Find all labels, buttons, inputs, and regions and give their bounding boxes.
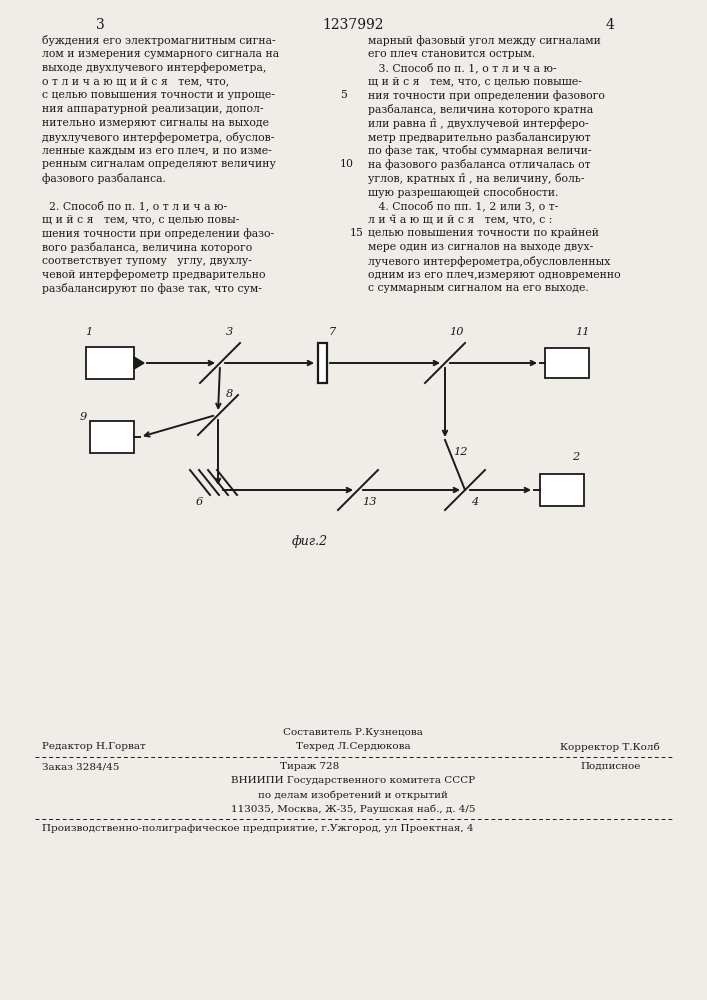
Text: 4. Способ по пп. 1, 2 или 3, о т-: 4. Способ по пп. 1, 2 или 3, о т- [368,201,559,211]
Bar [90,421,134,453]
Text: ВНИИПИ Государственного комитета СССР: ВНИИПИ Государственного комитета СССР [231,776,475,785]
Text: 12: 12 [453,447,467,457]
Text: 9: 9 [80,412,87,422]
Text: марный фазовый угол между сигналами: марный фазовый угол между сигналами [368,35,601,46]
Text: выходе двухлучевого интерферометра,: выходе двухлучевого интерферометра, [42,63,274,73]
Text: метр предварительно разбалансируют: метр предварительно разбалансируют [368,132,590,143]
Text: щ и й с я   тем, что, с целью повы-: щ и й с я тем, что, с целью повы- [42,214,240,224]
Text: ленные каждым из его плеч, и по изме-: ленные каждым из его плеч, и по изме- [42,145,271,155]
Text: шую разрешающей способности.: шую разрешающей способности. [368,187,559,198]
Text: вого разбаланса, величина которого: вого разбаланса, величина которого [42,242,252,253]
Text: щ и й с я   тем, что, с целью повыше-: щ и й с я тем, что, с целью повыше- [368,76,582,86]
Text: его плеч становится острым.: его плеч становится острым. [368,49,535,59]
Text: 10: 10 [340,159,354,169]
Text: 2: 2 [572,452,579,462]
Text: 10: 10 [449,327,464,337]
Text: 3: 3 [95,18,105,32]
Text: 11: 11 [575,327,590,337]
Text: Составитель Р.Кузнецова: Составитель Р.Кузнецова [283,728,423,737]
Text: 4: 4 [606,18,614,32]
Text: Тираж 728: Тираж 728 [280,762,339,771]
Text: разбалансируют по фазе так, что сум-: разбалансируют по фазе так, что сум- [42,283,262,294]
Text: ния точности при определении фазового: ния точности при определении фазового [368,90,605,101]
Text: соответствует тупому   углу, двухлу-: соответствует тупому углу, двухлу- [42,256,252,266]
Text: нительно измеряют сигналы на выходе: нительно измеряют сигналы на выходе [42,118,269,128]
Text: мере один из сигналов на выходе двух-: мере один из сигналов на выходе двух- [368,242,593,252]
Text: 4: 4 [471,497,478,507]
Text: фазового разбаланса.: фазового разбаланса. [42,173,166,184]
Text: буждения его электромагнитным сигна-: буждения его электромагнитным сигна- [42,35,276,46]
Text: разбаланса, величина которого кратна: разбаланса, величина которого кратна [368,104,593,115]
Bar [540,474,584,506]
Text: 8: 8 [226,389,233,399]
Text: лом и измерения суммарного сигнала на: лом и измерения суммарного сигнала на [42,49,279,59]
Text: Техред Л.Сердюкова: Техред Л.Сердюкова [296,742,410,751]
Text: или равна π̂ , двухлучевой интерферо-: или равна π̂ , двухлучевой интерферо- [368,118,589,129]
Text: 6: 6 [196,497,203,507]
Text: Подписное: Подписное [580,762,641,771]
Text: по делам изобретений и открытий: по делам изобретений и открытий [258,790,448,800]
Text: л и ч̆ а ю щ и й с я   тем, что, с :: л и ч̆ а ю щ и й с я тем, что, с : [368,214,552,225]
Text: с целью повышения точности и упроще-: с целью повышения точности и упроще- [42,90,275,100]
Text: ния аппаратурной реализации, допол-: ния аппаратурной реализации, допол- [42,104,264,114]
Text: 7: 7 [329,327,337,337]
Text: Производственно-полиграфическое предприятие, г.Ужгород, ул Проектная, 4: Производственно-полиграфическое предприя… [42,824,474,833]
Bar [545,348,589,378]
Text: 13: 13 [362,497,377,507]
Text: 113035, Москва, Ж-35, Раушская наб., д. 4/5: 113035, Москва, Ж-35, Раушская наб., д. … [230,804,475,814]
Text: 3: 3 [226,327,233,337]
Text: целью повышения точности по крайней: целью повышения точности по крайней [368,228,599,238]
Text: 1237992: 1237992 [322,18,384,32]
Text: фиг.2: фиг.2 [292,535,328,548]
Text: Корректор Т.Колб: Корректор Т.Колб [560,742,660,752]
Text: 2. Способ по п. 1, о т л и ч а ю-: 2. Способ по п. 1, о т л и ч а ю- [42,201,227,211]
Text: 1: 1 [85,327,92,337]
Text: о т л и ч а ю щ и й с я   тем, что,: о т л и ч а ю щ и й с я тем, что, [42,76,229,86]
Text: шения точности при определении фазо-: шения точности при определении фазо- [42,228,274,239]
Text: 5: 5 [340,90,347,100]
Bar [86,347,134,379]
Polygon shape [134,357,144,369]
Text: Редактор Н.Горват: Редактор Н.Горват [42,742,146,751]
Text: чевой интерферометр предварительно: чевой интерферометр предварительно [42,270,266,280]
Text: одним из его плеч,измеряют одновременно: одним из его плеч,измеряют одновременно [368,270,621,280]
Text: ренным сигналам определяют величину: ренным сигналам определяют величину [42,159,276,169]
Text: углов, кратных π̂ , на величину, боль-: углов, кратных π̂ , на величину, боль- [368,173,585,184]
Bar [317,343,327,383]
Text: на фазового разбаланса отличалась от: на фазового разбаланса отличалась от [368,159,590,170]
Text: 3. Способ по п. 1, о т л и ч а ю-: 3. Способ по п. 1, о т л и ч а ю- [368,63,556,73]
Text: с суммарным сигналом на его выходе.: с суммарным сигналом на его выходе. [368,283,589,293]
Text: лучевого интерферометра,обусловленных: лучевого интерферометра,обусловленных [368,256,610,267]
Text: двухлучевого интерферометра, обуслов-: двухлучевого интерферометра, обуслов- [42,132,274,143]
Text: Заказ 3284/45: Заказ 3284/45 [42,762,119,771]
Text: 15: 15 [350,228,364,238]
Text: по фазе так, чтобы суммарная величи-: по фазе так, чтобы суммарная величи- [368,145,592,156]
